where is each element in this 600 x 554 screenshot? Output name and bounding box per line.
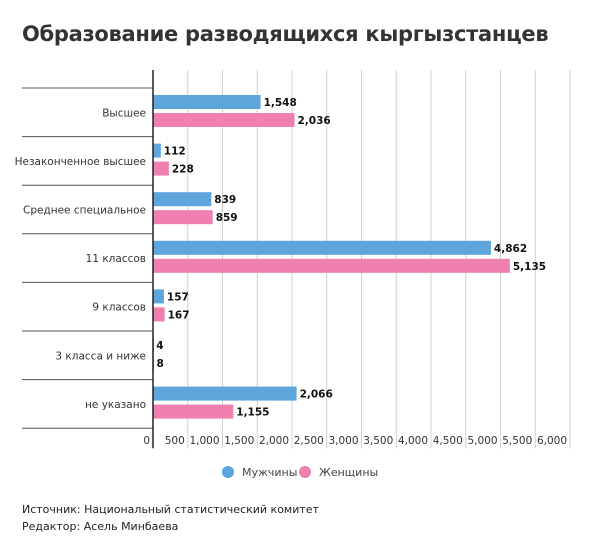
bar-women	[153, 113, 295, 127]
data-label: 839	[214, 194, 236, 206]
data-label: 228	[172, 164, 194, 176]
legend-marker	[299, 466, 311, 478]
bar-women	[153, 307, 165, 322]
x-tick-label: 6,000	[537, 435, 567, 447]
category-label: Незаконченное высшее	[15, 156, 146, 168]
data-label: 4	[156, 340, 163, 352]
bar-women	[153, 210, 213, 225]
x-tick-label: 5,000	[467, 435, 497, 447]
x-tick-label: 1,500	[224, 435, 254, 447]
x-tick-label: 4,500	[433, 435, 463, 447]
bar-women	[153, 258, 510, 273]
bar-men	[153, 143, 161, 158]
x-tick-label: 1,000	[189, 435, 219, 447]
data-label: 4,862	[494, 243, 527, 255]
x-tick-label: 4,000	[398, 435, 428, 447]
data-label: 112	[164, 146, 186, 158]
category-label: 3 класса и ниже	[55, 350, 146, 362]
x-tick-label: 2,000	[259, 435, 289, 447]
bar-men	[153, 192, 212, 207]
legend-marker	[222, 466, 234, 478]
editor-note: Редактор: Асель Минбаева	[22, 520, 179, 533]
category-label: 11 классов	[86, 253, 146, 265]
bar-men	[153, 240, 491, 255]
x-tick-label: 3,500	[363, 435, 393, 447]
data-label: 8	[157, 358, 164, 370]
legend-label: Мужчины	[242, 466, 297, 479]
x-tick-label: 3,000	[328, 435, 358, 447]
x-tick-label: 0	[143, 435, 150, 447]
x-tick-label: 5,500	[502, 435, 532, 447]
category-label: Среднее специальное	[23, 205, 146, 217]
data-label: 1,155	[236, 407, 269, 419]
bar-men	[153, 386, 297, 401]
source-note: Источник: Национальный статистический ко…	[22, 503, 319, 516]
category-label: Высшее	[102, 107, 146, 119]
x-tick-label: 2,500	[294, 435, 324, 447]
data-label: 167	[168, 309, 190, 321]
bar-women	[153, 161, 169, 176]
data-label: 157	[167, 291, 189, 303]
data-label: 2,036	[298, 115, 331, 127]
bar-women	[153, 404, 234, 419]
data-label: 859	[216, 212, 238, 224]
bar-men	[153, 95, 261, 109]
data-label: 2,066	[300, 389, 333, 401]
chart-title: Образование разводящихся кыргызстанцев	[22, 22, 549, 46]
data-label: 5,135	[513, 261, 546, 273]
data-label: 1,548	[264, 97, 297, 109]
category-label: не указано	[85, 399, 146, 411]
category-label: 9 классов	[92, 302, 146, 314]
x-tick-label: 500	[165, 435, 185, 447]
bar-men	[153, 289, 164, 304]
legend-label: Женщины	[319, 466, 378, 479]
